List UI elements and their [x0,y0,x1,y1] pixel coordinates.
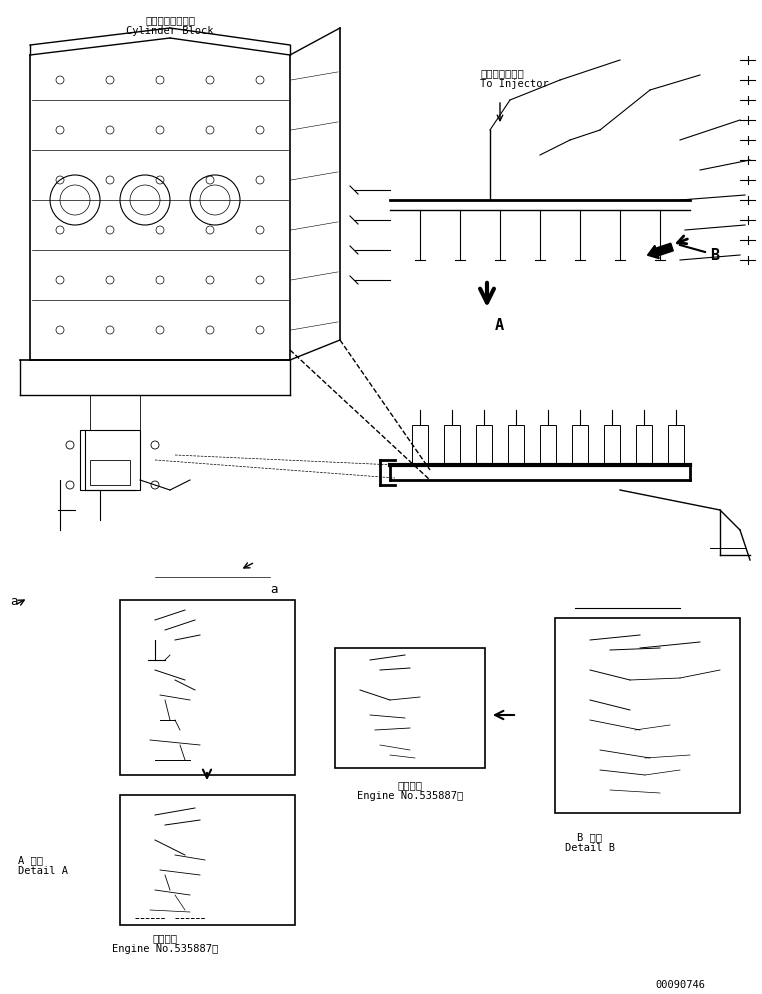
Text: To Injector: To Injector [480,79,549,89]
Text: a: a [10,595,18,608]
Text: B: B [710,248,719,263]
Text: 適用号機: 適用号機 [152,933,178,943]
Text: インジェクタヘ: インジェクタヘ [480,68,523,78]
Bar [120,795,295,925]
Bar [508,425,524,465]
Text: シリンダブロック: シリンダブロック [145,15,195,25]
Bar [540,425,556,465]
Text: B 詳細: B 詳細 [578,832,603,842]
Bar [636,425,652,465]
Text: 00090746: 00090746 [655,980,705,990]
FancyArrow shape [648,244,674,258]
Text: Cylinder Block: Cylinder Block [126,26,214,36]
Text: Detail B: Detail B [565,843,615,853]
Bar [90,460,130,485]
Text: a: a [270,583,277,596]
Bar [120,600,295,775]
Text: 適用号機: 適用号機 [398,780,422,790]
Bar [335,648,485,768]
Bar [668,425,684,465]
Text: Engine No.535887～: Engine No.535887～ [112,944,218,954]
Bar [476,425,492,465]
Text: A 詳細: A 詳細 [18,855,43,865]
Bar [444,425,460,465]
Bar [555,618,740,813]
Bar [80,430,140,490]
Bar [412,425,428,465]
Text: Detail A: Detail A [18,866,68,876]
Text: A: A [495,318,504,333]
Text: Engine No.535887～: Engine No.535887～ [357,791,463,801]
Bar [604,425,620,465]
Bar [572,425,588,465]
